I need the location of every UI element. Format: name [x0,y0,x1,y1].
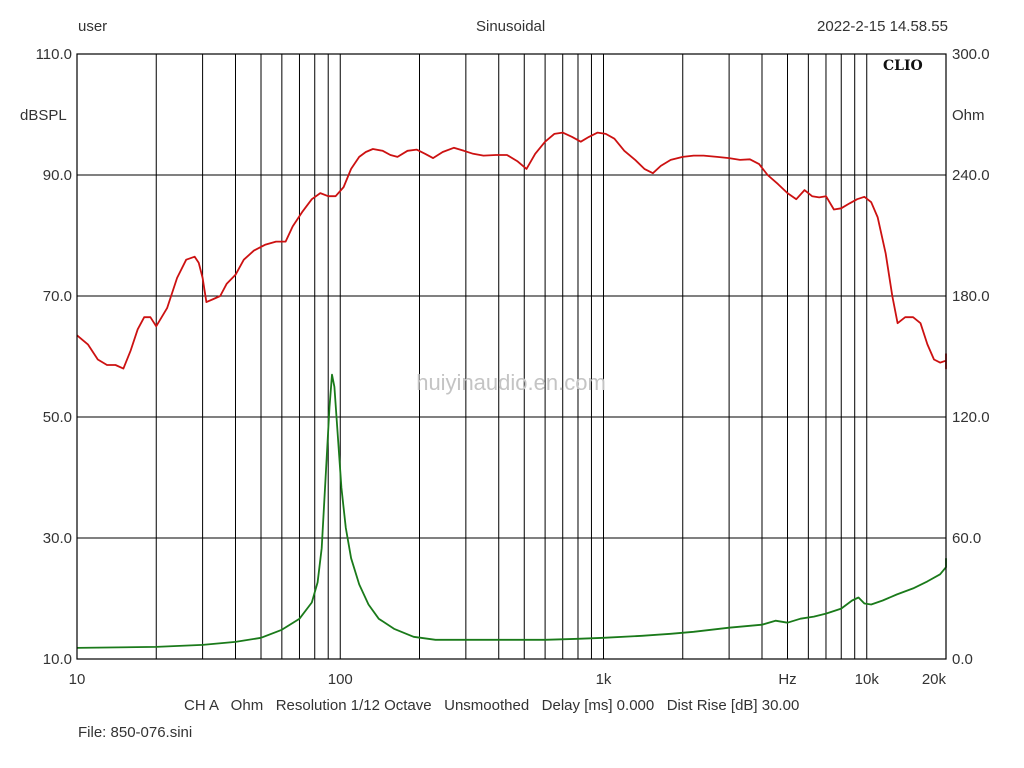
horizontal-grid [77,174,946,539]
x-tick-label: 1k [596,671,612,688]
right-tick-label: 240.0 [952,167,990,184]
x-axis-ticks: 10 100 1k Hz 10k 20k [69,671,947,688]
footer-settings: CH A Ohm Resolution 1/12 Octave Unsmooth… [184,697,800,714]
series-layer [76,131,947,649]
right-tick-label: 300.0 [952,46,990,63]
x-tick-label: 10k [855,671,880,688]
left-tick-label: 30.0 [43,530,72,547]
footer-file: File: 850-076.sini [78,724,193,741]
vertical-grid [155,54,868,659]
right-axis-ticks: 0.0 60.0 120.0 180.0 240.0 300.0 [952,46,990,668]
right-tick-label: 120.0 [952,409,990,426]
right-tick-label: 180.0 [952,288,990,305]
x-tick-label: 100 [328,671,353,688]
header-user: user [78,18,108,35]
impedance-curve [76,373,947,649]
x-tick-label: Hz [778,671,796,688]
left-axis-ticks: 10.0 30.0 50.0 70.0 90.0 110.0 [36,46,72,668]
x-tick-label: 10 [69,671,86,688]
x-tick-label: 20k [922,671,947,688]
watermark-text: huiyinaudio.en.com [416,370,606,395]
left-tick-label: 10.0 [43,651,72,668]
header-mode: Sinusoidal [476,18,546,35]
plot-background [77,54,946,659]
plot-border [76,53,947,660]
left-tick-label: 70.0 [43,288,72,305]
right-axis-label: Ohm [952,107,985,124]
spl-curve [76,131,947,370]
left-tick-label: 90.0 [43,167,72,184]
header-datetime: 2022-2-15 14.58.55 [817,18,948,35]
right-tick-label: 0.0 [952,651,973,668]
left-tick-label: 50.0 [43,409,72,426]
brand-label: CLIO [883,58,923,74]
left-axis-label: dBSPL [20,107,67,124]
right-tick-label: 60.0 [952,530,981,547]
left-tick-label: 110.0 [36,46,72,63]
